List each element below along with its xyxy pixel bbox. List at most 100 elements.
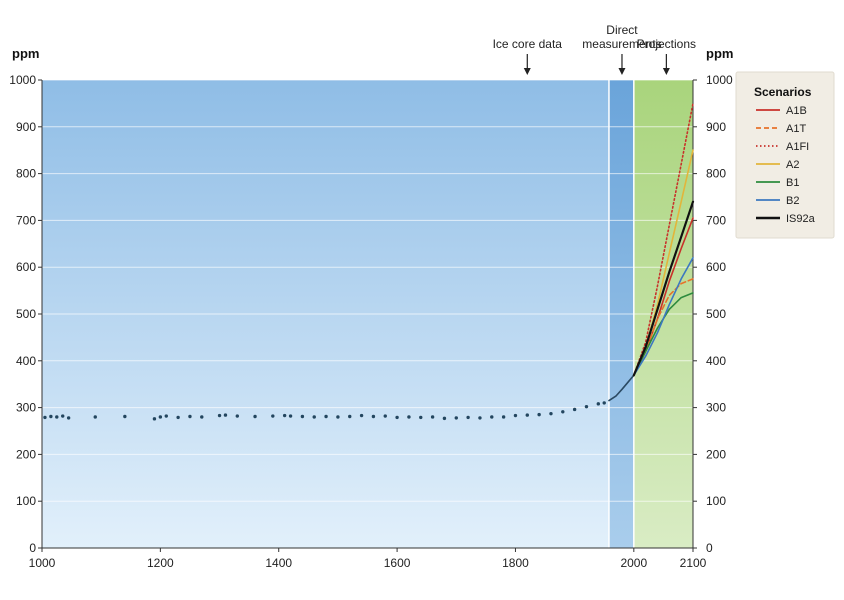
ice-core-point (324, 414, 328, 419)
ice-core-point (383, 414, 387, 418)
ice-core-point (200, 415, 204, 419)
ice-core-point (395, 415, 399, 420)
ice-core-point (49, 414, 53, 419)
series-lines (608, 102, 695, 402)
legend-label-b2: B2 (786, 195, 799, 207)
ice-core-point (454, 416, 458, 420)
ice-core-point (271, 414, 275, 418)
x-tick-label: 1800 (502, 556, 529, 570)
ice-core-point (55, 415, 59, 419)
legend-box (735, 71, 835, 239)
y-tick-label-left: 500 (16, 307, 36, 321)
ice-core-point (188, 414, 192, 419)
x-ticks: 1000 1200 1400 1600 1800 2000 2100 (29, 548, 707, 570)
ice-core-point (478, 416, 482, 420)
y-tick-label-right: 900 (706, 120, 726, 134)
ice-core-point (312, 415, 316, 419)
ice-core-point (93, 415, 97, 419)
ice-core-point (223, 413, 228, 417)
annotation-arrow-head (662, 68, 670, 75)
ice-core-point (525, 413, 529, 417)
y-tick-label-right: 1000 (706, 73, 733, 87)
annotation-label: Direct (606, 23, 638, 37)
ice-core-point (164, 414, 168, 418)
ice-core-point (359, 413, 364, 418)
ice-core-point (348, 414, 352, 419)
ice-core-point (407, 415, 411, 419)
y-ticks-right: 0 100 200 300 400 500 600 700 800 900 1000 (693, 73, 733, 555)
x-tick-label: 1400 (265, 556, 292, 570)
x-tick-label: 2000 (620, 556, 647, 570)
ice-core-point (217, 413, 222, 418)
y-tick-label-right: 700 (706, 213, 726, 227)
ice-core-point (288, 414, 293, 418)
y-tick-label-right: 400 (706, 354, 726, 368)
ice-core-point (123, 414, 127, 419)
ice-core-point (490, 415, 494, 419)
y-ticks-left: 0 100 200 300 400 500 600 700 800 900 1000 (9, 73, 42, 555)
legend-label-a2: A2 (786, 159, 799, 171)
y-tick-label-left: 0 (29, 541, 36, 555)
legend: Scenarios A1B A1T A1FI A2 B1 B2 IS92a (735, 71, 835, 239)
y-unit-left: ppm (12, 46, 39, 61)
legend-label-a1t: A1T (786, 123, 806, 135)
y-tick-label-right: 600 (706, 260, 726, 274)
y-tick-label-left: 300 (16, 401, 36, 415)
legend-label-a1fi: A1FI (786, 141, 809, 153)
ice-core-point (501, 415, 506, 419)
ice-core-point (537, 412, 541, 417)
ice-core-point (158, 415, 163, 419)
ice-core-point (152, 417, 157, 421)
ice-core-point (442, 416, 447, 421)
series-line-a1t (633, 278, 694, 377)
y-tick-label-right: 0 (706, 541, 713, 555)
y-tick-label-right: 200 (706, 447, 726, 461)
y-tick-label-left: 900 (16, 120, 36, 134)
ice-core-point (371, 414, 376, 419)
legend-entries: A1B A1T A1FI A2 B1 B2 IS92a (756, 105, 816, 225)
y-tick-label-left: 800 (16, 167, 36, 181)
annotation-label: Ice core data (493, 37, 563, 51)
grid-lines (42, 79, 693, 502)
y-tick-label-left: 1000 (9, 73, 36, 87)
ice-core-point (253, 414, 257, 419)
y-tick-label-left: 200 (16, 447, 36, 461)
ice-core-point (300, 414, 305, 419)
ice-core-point (513, 413, 518, 418)
ice-core-point (561, 410, 565, 414)
annotation-label: Projections (637, 37, 696, 51)
x-tick-label: 1200 (147, 556, 174, 570)
ice-core-point (43, 415, 47, 420)
ice-core-point (596, 402, 601, 406)
y-tick-label-right: 500 (706, 307, 726, 321)
ice-core-point (430, 415, 435, 419)
y-unit-right: ppm (706, 46, 733, 61)
series-line-b2 (633, 257, 694, 377)
ice-core-point (176, 415, 180, 420)
y-tick-label-right: 100 (706, 494, 726, 508)
ice-core-point (235, 414, 239, 418)
ice-core-point (584, 404, 589, 409)
legend-title: Scenarios (754, 85, 812, 99)
x-tick-label: 2100 (680, 556, 707, 570)
ice-core-point (419, 415, 423, 420)
legend-label-is92a: IS92a (786, 213, 816, 225)
y-tick-label-left: 100 (16, 494, 36, 508)
ice-core-point (282, 413, 287, 418)
y-tick-label-right: 300 (706, 401, 726, 415)
x-tick-label: 1000 (29, 556, 56, 570)
y-tick-label-right: 800 (706, 167, 726, 181)
ice-core-point (61, 414, 65, 418)
ice-core-point (549, 411, 553, 416)
series-line-a1fi (633, 102, 694, 377)
ice-core-point (572, 407, 577, 412)
series-line-direct (608, 374, 635, 402)
legend-label-a1b: A1B (786, 105, 807, 117)
ice-core-point (602, 401, 606, 405)
y-tick-label-left: 700 (16, 213, 36, 227)
series-line-is92a (632, 200, 695, 377)
annotation-label: measurements (582, 37, 661, 51)
x-tick-label: 1600 (384, 556, 411, 570)
ice-core-point (466, 415, 470, 420)
